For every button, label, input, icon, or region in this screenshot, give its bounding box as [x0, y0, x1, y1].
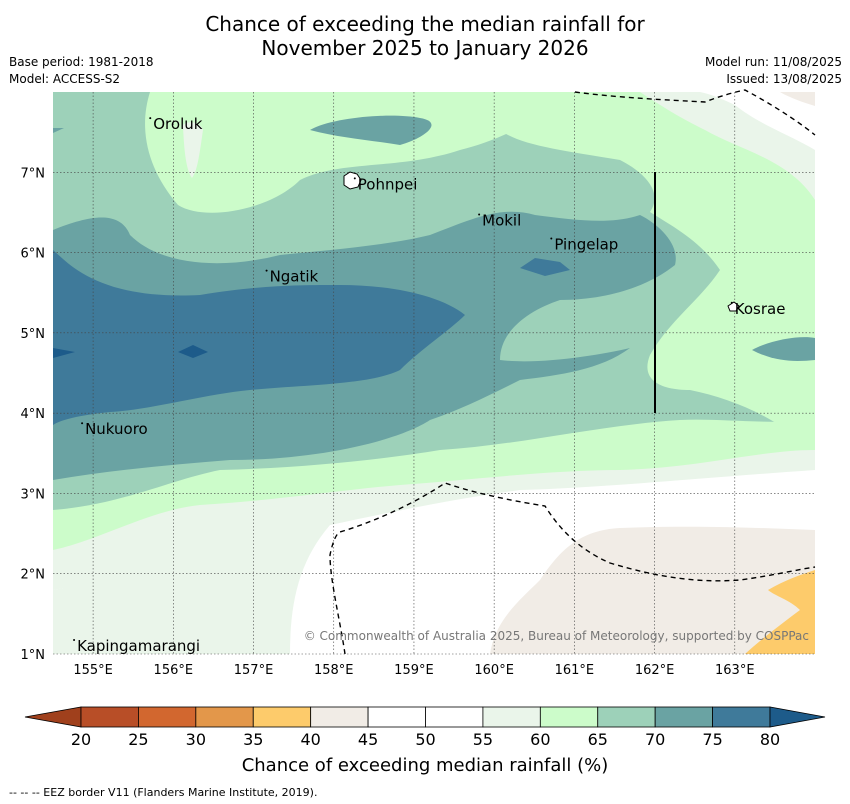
place-marker [265, 269, 268, 272]
band-60-65-northeast [500, 92, 815, 455]
colorbar-segment [425, 706, 484, 728]
band-80-85-west [53, 348, 75, 358]
model-text: Model: ACCESS-S2 [9, 72, 121, 86]
lat-tick-label: 4°N [21, 407, 46, 422]
colorbar-segment [539, 706, 599, 728]
colorbar-tick-label: 40 [300, 730, 320, 749]
lon-tick-label: 163°E [715, 663, 755, 678]
lon-tick-label: 161°E [555, 663, 595, 678]
place-label: Kapingamarangi [77, 637, 200, 655]
colorbar-segment [367, 706, 426, 728]
place-label: Pohnpei [358, 175, 418, 193]
issued-text: Issued: 13/08/2025 [726, 72, 842, 86]
band-45-50-northeast [780, 92, 815, 106]
band-55-60-oroluk [183, 122, 203, 178]
band-75-80 [53, 250, 465, 425]
longitude-tick-labels: 155°E 156°E 157°E 158°E 159°E 160°E 161°E 162°E… [73, 663, 754, 678]
base-period-text: Base period: 1981-2018 [9, 55, 154, 69]
place-label: Mokil [482, 211, 521, 229]
meta-right: Model run: 11/08/2025 Issued: 13/08/2025 [705, 54, 842, 88]
title-line-2: November 2025 to January 2026 [261, 36, 589, 60]
colorbar-segment [597, 706, 656, 728]
colorbar-segment [138, 706, 197, 728]
band-70-75-north [310, 115, 432, 145]
colorbar-tick-label: 65 [588, 730, 608, 749]
band-45-50-southeast [490, 526, 815, 654]
colorbar: 20 25 30 35 40 45 50 55 60 65 70 75 80 [24, 706, 826, 749]
colorbar-tick-label: 55 [473, 730, 493, 749]
rainfall-contours [53, 92, 815, 654]
colorbar-tick-label: 60 [530, 730, 550, 749]
place-label: Ngatik [270, 268, 319, 286]
colorbar-segment [712, 706, 771, 728]
place-marker [149, 117, 152, 120]
band-75-80-pingelap [520, 258, 570, 276]
title-line-1: Chance of exceeding the median rainfall … [205, 12, 645, 36]
pohnpei-island [343, 171, 362, 190]
place-marker [81, 422, 84, 425]
colorbar-segment [654, 706, 713, 728]
colorbar-tick-label: 45 [358, 730, 378, 749]
eez-note: -- -- -- EEZ border V11 (Flanders Marine… [9, 786, 318, 799]
colorbar-tick-label: 20 [71, 730, 91, 749]
lat-tick-label: 5°N [21, 327, 46, 342]
eez-border [329, 89, 816, 655]
colorbar-tick-label: 30 [186, 730, 206, 749]
place-marker [353, 177, 356, 180]
lat-tick-label: 6°N [21, 247, 46, 262]
lon-tick-label: 156°E [154, 663, 194, 678]
colorbar-tick-label: 70 [645, 730, 665, 749]
place-marker [73, 638, 76, 641]
colorbar-label: Chance of exceeding median rainfall (%) [241, 755, 609, 776]
colorbar-segment [195, 706, 254, 728]
colorbar-tick-label: 25 [128, 730, 148, 749]
copyright-text: © Commonwealth of Australia 2025, Bureau… [304, 629, 809, 643]
lon-tick-label: 162°E [635, 663, 675, 678]
lon-tick-label: 158°E [314, 663, 354, 678]
band-70-75-kosrae [752, 337, 815, 361]
kosrae-island [727, 301, 740, 312]
place-label: Kosrae [735, 300, 786, 318]
chart-title: Chance of exceeding the median rainfall … [0, 12, 850, 60]
band-50-55-northeast [700, 92, 815, 150]
colorbar-tick-label: 35 [243, 730, 263, 749]
place-marker [550, 237, 553, 240]
lat-tick-label: 7°N [21, 166, 46, 181]
model-run-text: Model run: 11/08/2025 [704, 55, 842, 69]
lon-tick-label: 155°E [73, 663, 113, 678]
colorbar-extend-high [769, 706, 826, 728]
lon-tick-label: 159°E [394, 663, 434, 678]
lon-tick-label: 160°E [474, 663, 514, 678]
place-label: Nukuoro [85, 420, 148, 438]
place-marker [478, 213, 481, 216]
grid-lines [53, 92, 815, 655]
lat-tick-label: 1°N [21, 648, 46, 663]
band-55-60-southwest [53, 525, 330, 654]
lon-tick-label: 157°E [234, 663, 274, 678]
band-70-75-westedge [53, 128, 64, 133]
band-60-65-north [145, 92, 575, 213]
place-label: Pingelap [554, 236, 618, 254]
lat-tick-label: 3°N [21, 487, 46, 502]
meta-left: Base period: 1981-2018 Model: ACCESS-S2 [9, 54, 154, 88]
place-label: Oroluk [153, 115, 202, 133]
colorbar-tick-label: 75 [702, 730, 722, 749]
colorbar-tick-label: 50 [415, 730, 435, 749]
colorbar-extend-low [24, 706, 82, 728]
colorbar-segment [482, 706, 541, 728]
colorbar-segment [80, 706, 139, 728]
colorbar-tick-label: 80 [760, 730, 780, 749]
place-labels: Oroluk Pohnpei Mokil Pingelap Ngatik Kosrae Nu… [73, 115, 785, 655]
lat-tick-label: 2°N [21, 568, 46, 583]
band-80-85-center [178, 345, 208, 358]
band-40-45-southeast [745, 570, 815, 654]
place-marker [730, 301, 733, 304]
colorbar-segment [252, 706, 312, 728]
colorbar-segment [310, 706, 369, 728]
latitude-tick-labels: 7°N 6°N 5°N 4°N 3°N 2°N 1°N [21, 166, 46, 663]
